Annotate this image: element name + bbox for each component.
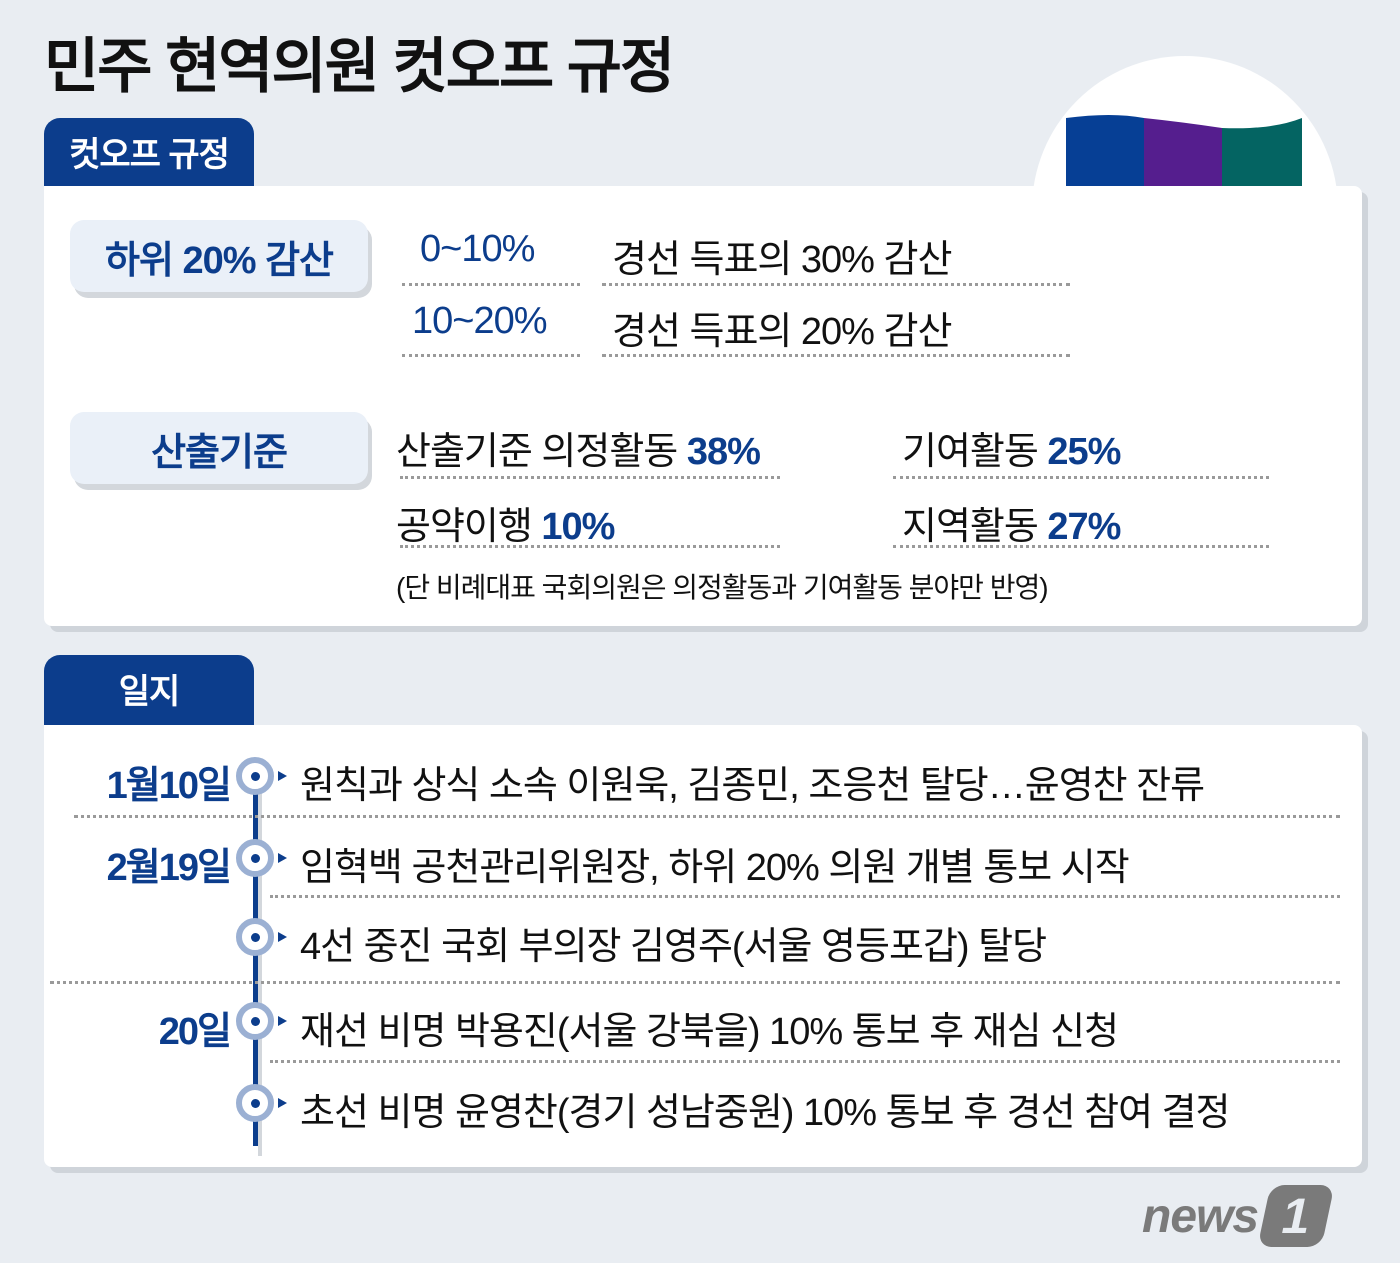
criteria-item-pledge: 공약이행 10% xyxy=(396,495,615,550)
event-text: 재선 비명 박용진(서울 강북을) 10% 통보 후 재심 신청 xyxy=(300,1011,1119,1053)
timeline-node-icon xyxy=(236,1002,274,1040)
arrow-right-icon xyxy=(278,932,287,942)
divider xyxy=(50,981,1340,984)
logo-mark-icon: 1 xyxy=(1257,1185,1335,1247)
news1-logo: news 1 xyxy=(1142,1185,1335,1247)
divider xyxy=(602,354,1070,357)
timeline-node-icon xyxy=(236,757,274,795)
page-title: 민주 현역의원 컷오프 규정 xyxy=(44,33,675,100)
timeline-line xyxy=(253,790,258,1146)
divider xyxy=(270,1060,1340,1063)
timeline-node-icon xyxy=(236,839,274,877)
reduction-range-1: 0~10% xyxy=(420,228,535,270)
reduction-range-2: 10~20% xyxy=(412,300,548,342)
criteria-value: 25% xyxy=(1047,431,1121,473)
criteria-name: 기여활동 xyxy=(902,431,1039,473)
criteria-item-contribution: 기여활동 25% xyxy=(902,420,1121,475)
arrow-right-icon xyxy=(278,1016,287,1026)
arrow-right-icon xyxy=(278,771,287,781)
criteria-name: 공약이행 xyxy=(396,506,533,548)
tab-cutoff-rules: 컷오프 규정 xyxy=(44,118,254,188)
divider xyxy=(270,895,1340,898)
event-text: 원칙과 상식 소속 이원욱, 김종민, 조응천 탈당…윤영찬 잔류 xyxy=(300,765,1205,807)
arrow-right-icon xyxy=(278,1098,287,1108)
event-text: 임혁백 공천관리위원장, 하위 20% 의원 개별 통보 시작 xyxy=(300,847,1130,889)
reduction-desc-2: 경선 득표의 20% 감산 xyxy=(612,311,952,353)
timeline-line-shadow xyxy=(258,790,262,1156)
criteria-value: 38% xyxy=(686,431,761,473)
divider xyxy=(402,283,580,286)
divider xyxy=(402,354,580,357)
event-date: 1월10일 xyxy=(106,765,232,807)
criteria-value: 27% xyxy=(1047,506,1121,548)
criteria-note: (단 비례대표 국회의원은 의정활동과 기여활동 분야만 반영) xyxy=(396,572,1049,603)
criteria-item-regional: 지역활동 27% xyxy=(902,495,1121,550)
divider xyxy=(602,283,1070,286)
tab-log: 일지 xyxy=(44,655,254,725)
criteria-name: 지역활동 xyxy=(902,506,1039,548)
divider xyxy=(893,545,1269,548)
event-date: 2월19일 xyxy=(106,847,232,889)
divider xyxy=(400,476,780,479)
event-text: 초선 비명 윤영찬(경기 성남중원) 10% 통보 후 경선 참여 결정 xyxy=(300,1092,1231,1134)
reduction-desc-1: 경선 득표의 30% 감산 xyxy=(612,239,952,281)
event-date: 20일 xyxy=(158,1011,232,1053)
divider xyxy=(74,815,1340,818)
reduction-label: 하위 20% 감산 xyxy=(70,220,368,292)
arrow-right-icon xyxy=(278,853,287,863)
divider xyxy=(893,476,1269,479)
event-text: 4선 중진 국회 부의장 김영주(서울 영등포갑) 탈당 xyxy=(300,926,1047,968)
logo-text: news xyxy=(1142,1189,1259,1243)
criteria-name: 산출기준 의정활동 xyxy=(396,431,678,473)
timeline-node-icon xyxy=(236,918,274,956)
criteria-label: 산출기준 xyxy=(70,412,368,484)
timeline-node-icon xyxy=(236,1084,274,1122)
divider xyxy=(400,545,780,548)
criteria-item-legislative: 산출기준 의정활동 38% xyxy=(396,420,761,475)
criteria-value: 10% xyxy=(541,506,615,548)
